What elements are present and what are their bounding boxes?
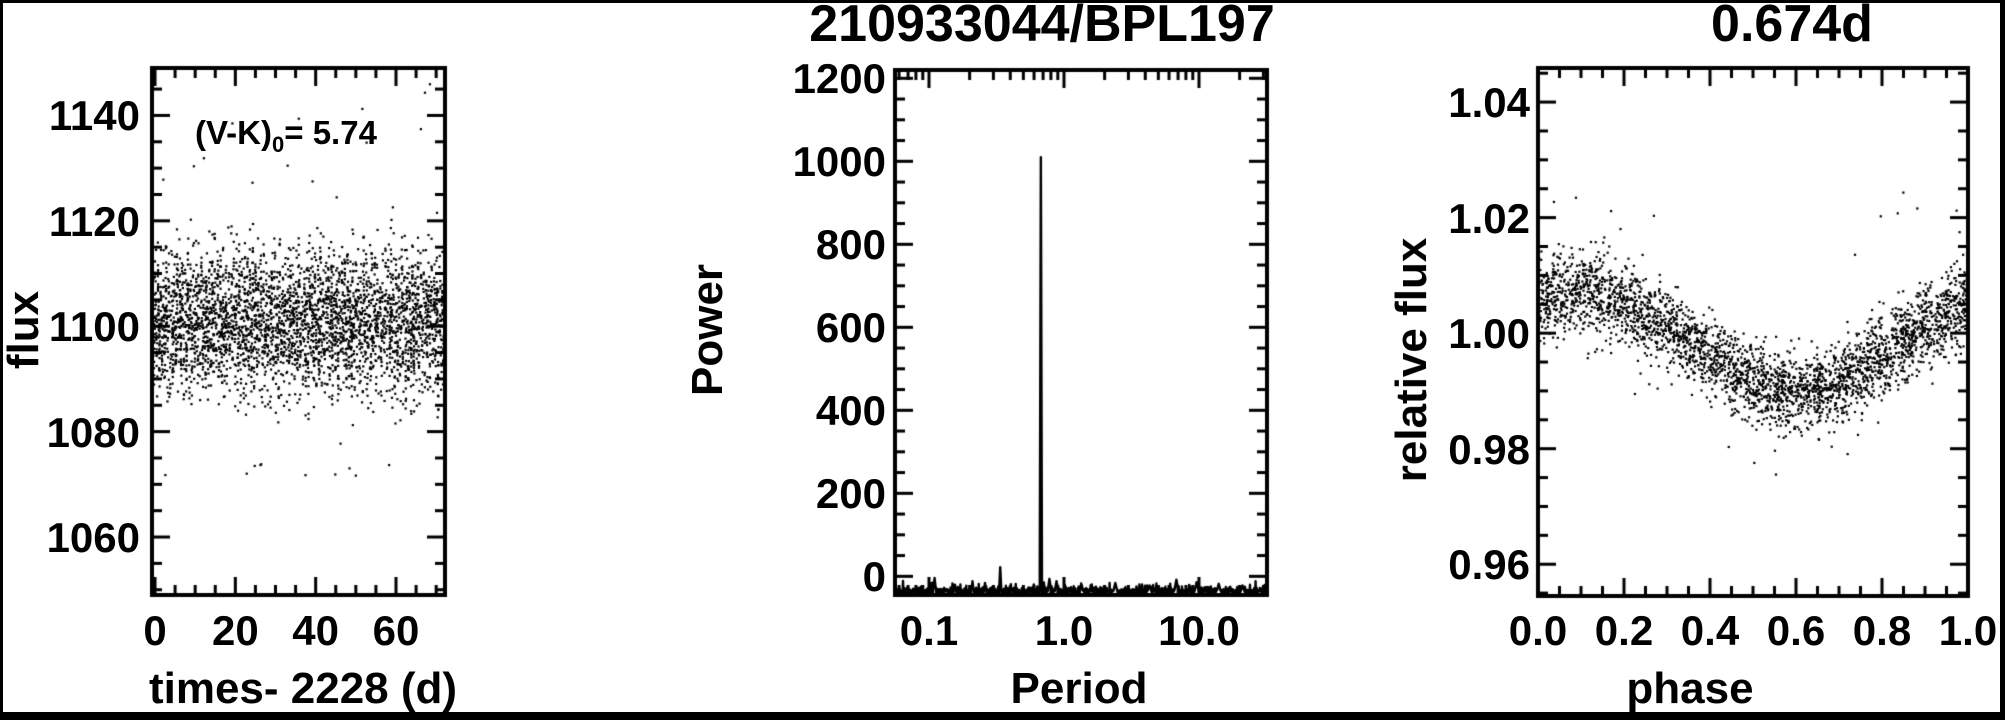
- pg-x-tick-label: 10.0: [1158, 607, 1240, 654]
- annotation-suffix: = 5.74: [284, 114, 377, 151]
- ph-y-tick-label: 0.98: [1448, 425, 1530, 473]
- ph-y-tick-label: 1.02: [1448, 194, 1530, 242]
- ph-x-tick-label: 0.6: [1766, 607, 1826, 654]
- pg-y-tick-label: 0: [862, 553, 886, 601]
- phased-y-axis-label: relative flux: [1387, 237, 1436, 483]
- lc-x-tick-label: 40: [292, 607, 340, 654]
- ph-x-tick-label: 0.0: [1508, 607, 1568, 654]
- pg-y-tick-label: 400: [815, 387, 886, 435]
- lc-y-tick-label: 1120: [48, 197, 140, 245]
- periodogram-x-axis-label: Period: [1010, 664, 1148, 713]
- lc-y-tick-label: 1100: [48, 303, 140, 351]
- phased-x-axis-label: phase: [1626, 664, 1754, 713]
- pg-y-tick-label: 1000: [792, 138, 886, 186]
- annotation-subscript: 0: [272, 132, 285, 157]
- lc-x-tick-label: 20: [211, 607, 259, 654]
- annotation-prefix: (V-K): [195, 114, 272, 151]
- ph-y-tick-label: 0.96: [1448, 541, 1530, 589]
- lc-x-tick-label: 60: [372, 607, 420, 654]
- pg-x-tick-label: 0.1: [899, 607, 959, 654]
- ph-y-tick-label: 1.04: [1448, 79, 1530, 127]
- lc-x-tick-label: 0: [143, 607, 167, 654]
- lc-y-tick-label: 1080: [46, 408, 140, 456]
- lightcurve-x-axis-label: times- 2228 (d): [148, 664, 458, 713]
- pg-y-tick-label: 600: [815, 304, 886, 352]
- ph-x-tick-label: 0.8: [1852, 607, 1912, 654]
- period-title: 0.674d: [1711, 0, 1873, 53]
- ph-x-tick-label: 0.4: [1680, 607, 1740, 654]
- object-id-title: 210933044/BPL197: [809, 0, 1275, 53]
- ph-x-tick-label: 1.0: [1938, 607, 1998, 654]
- pg-y-tick-label: 200: [815, 470, 886, 518]
- pg-y-tick-label: 800: [815, 221, 886, 269]
- pg-x-tick-label: 1.0: [1034, 607, 1094, 654]
- ph-y-tick-label: 1.00: [1448, 310, 1530, 358]
- pg-y-tick-label: 1200: [792, 55, 886, 103]
- lc-y-tick-label: 1140: [48, 92, 140, 140]
- lightcurve-y-axis-label: flux: [0, 290, 48, 370]
- lc-y-tick-label: 1060: [46, 514, 140, 562]
- vk-color-annotation: (V-K)0= 5.74: [195, 116, 377, 156]
- periodogram-y-axis-label: Power: [683, 263, 732, 397]
- ph-x-tick-label: 0.2: [1594, 607, 1654, 654]
